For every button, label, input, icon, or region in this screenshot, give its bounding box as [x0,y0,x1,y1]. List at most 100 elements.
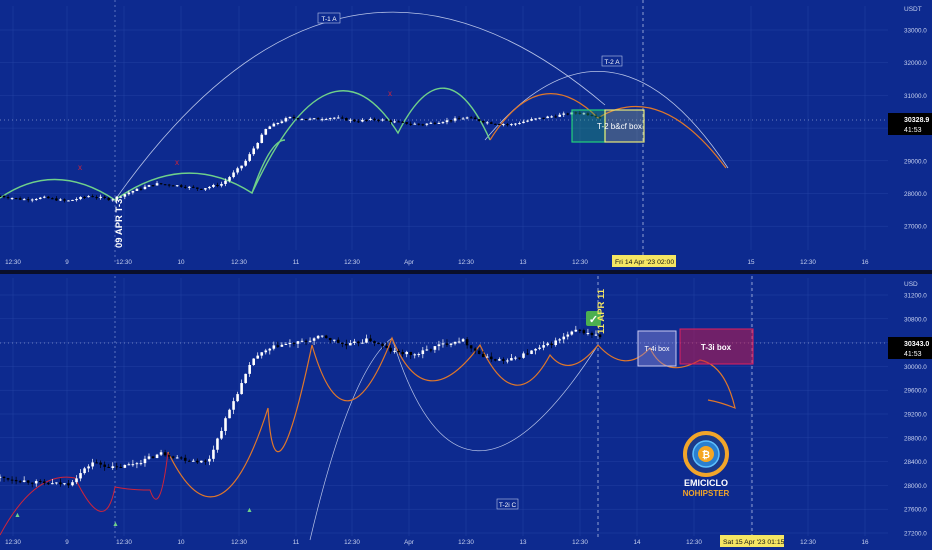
top-candle-body [59,199,62,201]
bottom-candle-body [502,359,505,361]
top-candle-body [481,121,485,123]
top-candle-body [111,199,115,201]
top-candle-body [534,118,537,120]
top-candle-body [417,123,421,125]
top-y-tick-label: 28000.0 [904,191,927,198]
top-candle-body [71,199,74,201]
top-candle-body [131,190,135,193]
top-candle-body [187,186,191,188]
yellow-box [604,109,645,143]
top-x-tick-label: 10 [177,259,185,266]
t3i-box-label: T-3i box [701,343,732,352]
bottom-candle-body [292,342,296,344]
bottom-date-tag-bg [720,535,784,547]
bottom-candle-body [151,456,155,458]
bottom-candle-body [429,349,433,351]
top-candle-body [216,184,219,186]
top-candle-body [578,112,582,114]
bottom-candle-body [143,458,147,464]
bottom-chart-panel[interactable]: ▲ ▲ ▲ T-4i box T-3i box ✓ 11 APR 11 T-2i… [0,276,932,547]
top-candle-body [542,117,545,119]
top-candle-body [461,118,465,120]
bottom-candle-body [413,354,417,356]
bottom-y-tick-label: 31200.0 [904,293,927,300]
top-x-tick-label: Apr [404,259,414,266]
bottom-candle-body [127,464,131,466]
bottom-candle-body [324,335,328,338]
top-candle-body [200,188,203,190]
top-candle-body [332,117,336,119]
bottom-candle-body [296,341,300,344]
top-candle-body [196,187,199,189]
bottom-x-tick-label: 12:30 [5,539,21,546]
top-candle-body [433,122,437,124]
bottom-candle-body [489,356,493,360]
top-candle-body [42,196,46,198]
top-candle-body [183,186,187,188]
bottom-y-tick-label: 28000.0 [904,483,927,490]
top-candle-body [159,183,163,185]
top-chart-panel[interactable]: x x x T-2 b&cf box T-1 A T-2 A 09 APR T-… [0,0,932,267]
bottom-candle-body [187,460,191,462]
top-last-price-tag [888,113,932,135]
bottom-candle-body [345,343,348,346]
bottom-candle-body [477,350,481,354]
top-candle-body [473,117,477,120]
bottom-candle-body [562,336,566,340]
cycle-orange-bottom [167,336,599,498]
top-candle-body [34,199,38,201]
bottom-x-tick-label: 12:30 [344,539,360,546]
top-candle-body [381,119,384,121]
bottom-candle-body [26,480,30,483]
bottom-candle-body [312,338,316,341]
bottom-candle-body [107,466,111,468]
bottom-candle-body [473,348,477,351]
bottom-candle-body [2,476,6,479]
top-x-tick-label: 16 [861,259,869,266]
top-candle-body [212,184,215,187]
bottom-candle-body [115,466,119,468]
top-candle-body [514,123,517,125]
top-candle-body [522,121,525,124]
top-candle-body [155,183,159,186]
bottom-candle-body [34,481,38,484]
top-candle-body [18,198,22,200]
bottom-marker-1: ▲ [14,512,21,519]
bottom-candle-body [522,353,525,358]
bottom-candle-body [220,430,223,439]
top-candle-body [288,116,292,119]
top-candle-body [143,186,147,190]
top-candle-body [312,118,316,120]
t4i-box [637,330,677,367]
top-candle-body [340,117,344,119]
top-candle-body [2,195,6,198]
bottom-candle-body [586,332,590,334]
bottom-candle-body [469,345,473,349]
top-last-price: 30328.9 [904,117,929,124]
bottom-candle-body [22,480,26,482]
top-candle-body [91,196,94,198]
bottom-candle-body [328,337,332,341]
top-x-tick-label: 13 [519,259,527,266]
bottom-candle-body [373,341,376,343]
bottom-candle-body [268,348,272,351]
top-candle-body [449,120,453,122]
bottom-x-tick-label: 12:30 [686,539,702,546]
bottom-y-tick-label: 29200.0 [904,412,927,419]
top-date-tag-bg [612,255,676,267]
bottom-x-tick-label: 11 [293,539,300,546]
top-candle-body [510,124,513,126]
top-candle-body [590,115,594,117]
bottom-candle-body [393,350,396,352]
top-candle-body [95,197,98,199]
bottom-candle-body [566,334,570,337]
bottom-candle-body [123,464,127,468]
cycle-orange-top [489,93,727,169]
top-candle-body [308,118,312,120]
panel-separator[interactable] [0,270,932,274]
top-candle-body [191,186,195,188]
top-y-tick-label: 29000.0 [904,158,927,165]
top-candle-body [55,198,58,201]
bottom-candle-body [558,339,562,341]
bottom-candle-body [353,341,356,344]
